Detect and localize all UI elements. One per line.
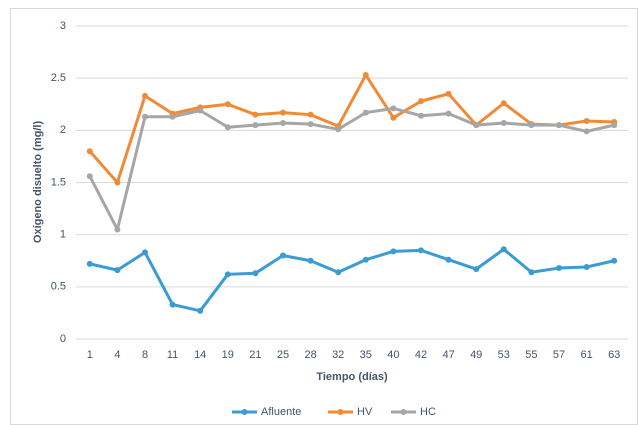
data-point bbox=[390, 114, 397, 121]
data-point bbox=[445, 256, 452, 263]
data-point bbox=[86, 148, 93, 155]
data-point bbox=[528, 122, 535, 129]
legend-label: HV bbox=[357, 406, 373, 418]
data-point bbox=[473, 122, 480, 129]
x-axis-title: Tiempo (días) bbox=[316, 371, 388, 383]
data-point bbox=[224, 101, 231, 108]
x-tick-label: 35 bbox=[360, 349, 372, 361]
data-point bbox=[169, 113, 176, 120]
data-point bbox=[280, 252, 286, 259]
x-tick-label: 19 bbox=[222, 349, 234, 361]
x-tick-label: 4 bbox=[114, 349, 120, 361]
y-tick-label: 0.5 bbox=[51, 281, 66, 293]
x-tick-label: 61 bbox=[580, 349, 592, 361]
data-point bbox=[224, 124, 231, 131]
x-tick-label: 21 bbox=[249, 349, 261, 361]
data-point bbox=[583, 117, 590, 124]
data-point bbox=[418, 247, 424, 254]
y-axis-title: Oxígeno disuelto (mg/l) bbox=[32, 121, 44, 244]
data-point bbox=[335, 269, 342, 276]
x-tick-label: 57 bbox=[553, 349, 565, 361]
data-point bbox=[114, 226, 121, 233]
data-point bbox=[611, 122, 618, 129]
x-tick-label: 11 bbox=[167, 349, 178, 361]
data-point bbox=[583, 264, 590, 271]
x-tick-label: 25 bbox=[277, 349, 289, 361]
x-tick-label: 42 bbox=[415, 349, 427, 361]
y-tick-label: 2 bbox=[60, 124, 66, 136]
data-point bbox=[197, 307, 204, 314]
legend-label: Afluente bbox=[261, 406, 301, 418]
data-point bbox=[252, 111, 259, 118]
data-point bbox=[500, 100, 507, 107]
y-tick-label: 2.5 bbox=[51, 72, 66, 84]
x-tick-label: 14 bbox=[194, 349, 206, 361]
x-tick-label: 49 bbox=[470, 349, 482, 361]
legend-label: HC bbox=[420, 406, 436, 418]
data-point bbox=[335, 126, 342, 133]
y-tick-label: 1 bbox=[60, 229, 66, 241]
x-tick-label: 28 bbox=[304, 349, 316, 361]
data-point bbox=[473, 266, 480, 273]
data-point bbox=[583, 128, 590, 135]
x-tick-label: 1 bbox=[87, 349, 93, 361]
series-line bbox=[88, 73, 615, 184]
data-point bbox=[500, 246, 507, 253]
data-point bbox=[362, 256, 369, 263]
x-tick-label: 32 bbox=[332, 349, 344, 361]
data-point bbox=[280, 120, 286, 127]
x-tick-label: 53 bbox=[498, 349, 510, 361]
data-point bbox=[528, 269, 535, 276]
data-point bbox=[390, 248, 397, 255]
data-point bbox=[307, 257, 314, 264]
series-line bbox=[89, 247, 615, 313]
data-point bbox=[224, 271, 231, 278]
data-point bbox=[556, 265, 562, 272]
data-point bbox=[500, 120, 507, 127]
data-point bbox=[252, 270, 259, 277]
data-point bbox=[86, 173, 93, 180]
data-point bbox=[556, 122, 562, 129]
x-tick-label: 8 bbox=[142, 349, 148, 361]
chart-border bbox=[10, 8, 638, 425]
data-point bbox=[280, 109, 286, 116]
data-point bbox=[142, 113, 148, 120]
data-point bbox=[197, 107, 204, 114]
data-point bbox=[390, 105, 397, 112]
x-tick-label: 40 bbox=[387, 349, 399, 361]
data-point bbox=[114, 179, 121, 186]
legend-marker bbox=[241, 409, 248, 415]
y-tick-label: 0 bbox=[60, 333, 66, 345]
y-tick-label: 1.5 bbox=[51, 176, 66, 188]
data-point bbox=[362, 72, 369, 79]
data-point bbox=[307, 111, 314, 118]
data-point bbox=[142, 92, 148, 99]
data-point bbox=[362, 109, 369, 116]
x-tick-label: 63 bbox=[608, 349, 620, 361]
data-point bbox=[169, 301, 176, 308]
data-point bbox=[418, 98, 424, 105]
data-point bbox=[252, 122, 259, 129]
data-point bbox=[418, 112, 424, 119]
data-point bbox=[114, 267, 121, 274]
data-point bbox=[142, 249, 148, 256]
data-point bbox=[445, 110, 452, 117]
data-point bbox=[445, 90, 452, 97]
x-tick-label: 47 bbox=[442, 349, 454, 361]
legend-marker bbox=[400, 409, 407, 415]
x-tick-label: 55 bbox=[525, 349, 537, 361]
series-line bbox=[88, 106, 615, 231]
data-point bbox=[86, 260, 93, 267]
data-point bbox=[307, 121, 314, 128]
y-tick-label: 3 bbox=[60, 20, 66, 32]
legend-marker bbox=[337, 409, 344, 415]
data-point bbox=[611, 257, 618, 264]
